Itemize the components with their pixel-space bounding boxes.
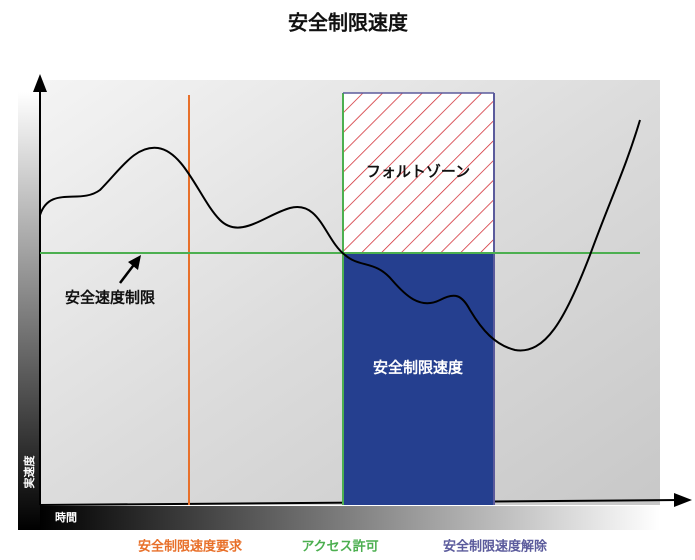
fault-zone: [343, 93, 494, 253]
event-label: 安全制限速度要求: [138, 539, 243, 555]
safe-zone-label: 安全制限速度: [373, 359, 463, 377]
fault-zone-label: フォルトゾーン: [366, 163, 470, 181]
speed-curve: [39, 119, 641, 352]
event-label: 安全制限速度解除: [443, 539, 548, 555]
x-axis-bar: [40, 506, 660, 530]
x-axis-label: 時間: [55, 510, 77, 524]
title: 安全制限速度: [288, 11, 409, 35]
speed-limit-label: 安全速度制限: [65, 289, 155, 307]
x-arrow: [674, 493, 692, 507]
y-arrow: [33, 74, 47, 92]
event-label: アクセス許可: [301, 539, 378, 555]
label-arrowhead: [128, 255, 141, 270]
y-axis-label: 実速度: [22, 455, 36, 489]
safe-zone: [343, 253, 494, 505]
y-axis-bar: [18, 92, 40, 530]
